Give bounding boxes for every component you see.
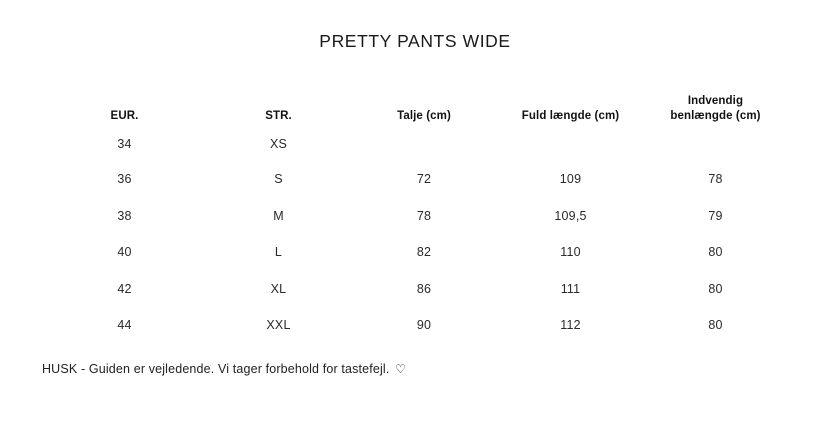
cell-talje: 82 (416, 245, 432, 259)
cell-eur: 44 (117, 318, 132, 332)
cell-str: M (273, 208, 284, 223)
cell-talje (350, 128, 498, 161)
column-header-eur-label: EUR. (110, 110, 139, 122)
column-header-indvendig-line2: benlængde (cm) (670, 110, 761, 122)
cell-eur: 40 (117, 245, 132, 259)
footnote: HUSK - Guiden er vejledende. Vi tager fo… (42, 362, 406, 376)
column-header-str: STR. (207, 78, 350, 128)
cell-fuld-laengde: 111 (560, 281, 581, 296)
cell-fuld-laengde: 110 (560, 245, 581, 259)
cell-indvendig-benlaengde (643, 128, 788, 161)
cell-eur: 36 (117, 172, 132, 186)
heart-icon: ♡ (395, 362, 406, 376)
cell-talje: 78 (416, 208, 432, 223)
table-row: 44 XXL 90 112 80 (42, 307, 788, 344)
cell-indvendig-benlaengde: 78 (708, 172, 723, 186)
table-row: 34 XS (42, 128, 788, 161)
cell-str: XL (270, 281, 287, 296)
cell-talje: 86 (416, 281, 432, 296)
cell-fuld-laengde: 109 (559, 172, 582, 186)
table-header: EUR. STR. Talje (cm) Fuld længde (cm) In… (42, 78, 788, 128)
column-header-fuld-laengde: Fuld længde (cm) (498, 78, 643, 128)
column-header-indvendig-benlaengde: Indvendig benlængde (cm) (643, 78, 788, 128)
cell-str: XXL (266, 318, 291, 332)
cell-indvendig-benlaengde: 80 (708, 245, 723, 259)
table-row: 42 XL 86 111 80 (42, 271, 788, 308)
column-header-talje-label: Talje (cm) (397, 110, 451, 122)
cell-str: S (274, 172, 283, 186)
cell-eur: 34 (117, 137, 132, 151)
table-row: 36 S 72 109 78 (42, 161, 788, 198)
table-body: 34 XS 36 S 72 109 78 38 M 78 109,5 79 (42, 128, 788, 344)
cell-talje: 72 (416, 172, 432, 186)
cell-indvendig-benlaengde: 80 (708, 318, 723, 332)
cell-fuld-laengde: 109,5 (554, 208, 587, 223)
size-chart-table: EUR. STR. Talje (cm) Fuld længde (cm) In… (42, 78, 788, 344)
page-title: PRETTY PANTS WIDE (319, 31, 511, 51)
cell-str: L (274, 245, 283, 259)
cell-talje: 90 (416, 318, 432, 332)
table-header-row: EUR. STR. Talje (cm) Fuld længde (cm) In… (42, 78, 788, 128)
cell-fuld-laengde (498, 128, 643, 161)
cell-indvendig-benlaengde: 79 (708, 208, 723, 223)
footnote-text: HUSK - Guiden er vejledende. Vi tager fo… (42, 362, 390, 376)
table-row: 38 M 78 109,5 79 (42, 198, 788, 235)
column-header-str-label: STR. (265, 110, 292, 122)
column-header-talje: Talje (cm) (350, 78, 498, 128)
table-row: 40 L 82 110 80 (42, 234, 788, 271)
column-header-fuld-laengde-label: Fuld længde (cm) (521, 110, 620, 122)
cell-indvendig-benlaengde: 80 (708, 281, 723, 296)
cell-str: XS (269, 137, 288, 151)
cell-fuld-laengde: 112 (560, 318, 581, 332)
cell-eur: 38 (117, 208, 132, 223)
column-header-indvendig-line1: Indvendig (687, 95, 744, 107)
cell-eur: 42 (117, 281, 132, 296)
column-header-eur: EUR. (42, 78, 207, 128)
